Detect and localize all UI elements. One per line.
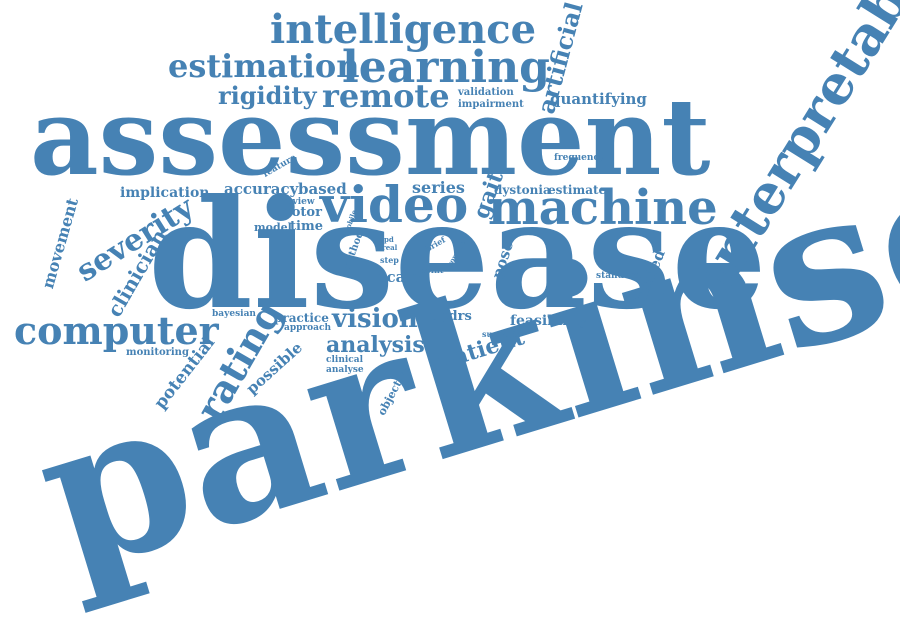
word-machine: machine — [488, 180, 718, 236]
word-disease: disease — [148, 167, 767, 343]
word-validation: validation — [458, 87, 514, 98]
word-support: support — [482, 329, 517, 339]
word-accuracy: accuracy — [224, 180, 299, 198]
word-learning: learning — [342, 42, 550, 93]
word-analyse: analyse — [326, 365, 364, 375]
word-bayesian: bayesian — [212, 309, 256, 319]
word-real: real — [382, 243, 398, 252]
word-model: model — [254, 221, 292, 234]
word-vision: vision — [332, 304, 418, 334]
word-remote: remote — [322, 77, 450, 115]
word-point: point — [420, 265, 444, 275]
word-implication: implication — [120, 185, 210, 201]
word-monitoring: monitoring — [126, 347, 189, 358]
word-video: video — [320, 175, 469, 234]
word-standard: standard — [596, 271, 641, 281]
word-estimate: estimate — [548, 183, 607, 197]
word-assessment: assessment — [30, 74, 711, 199]
word-pd: pd — [384, 235, 394, 244]
word-analysis: analysis — [326, 332, 425, 358]
word-cloud: parkinson disease assessment interpretab… — [13, 0, 900, 620]
word-practice: practice — [274, 311, 329, 325]
word-dystonia: dystonia — [494, 183, 551, 197]
word-movement: movement — [38, 195, 83, 291]
word-approach: approach — [284, 323, 332, 333]
word-frequency: frequency — [554, 153, 605, 163]
word-rigidity: rigidity — [218, 81, 317, 110]
word-scale: scale — [378, 268, 421, 286]
word-review: review — [282, 197, 315, 207]
word-intelligence: intelligence — [270, 6, 537, 53]
word-motor: motor — [278, 205, 322, 220]
word-time: time — [290, 219, 323, 234]
word-clinical: clinical — [326, 355, 364, 365]
word-based: based — [298, 180, 347, 198]
word-quantifying: quantifying — [550, 90, 647, 108]
word-computer: computer — [14, 308, 219, 353]
word-impairment: impairment — [458, 99, 524, 110]
word-feasibility: feasibility — [510, 313, 588, 329]
word-estimation: estimation — [168, 47, 360, 85]
word-step: step — [380, 255, 399, 265]
word-series: series — [412, 178, 465, 197]
word-updrs: updrs — [430, 309, 472, 324]
